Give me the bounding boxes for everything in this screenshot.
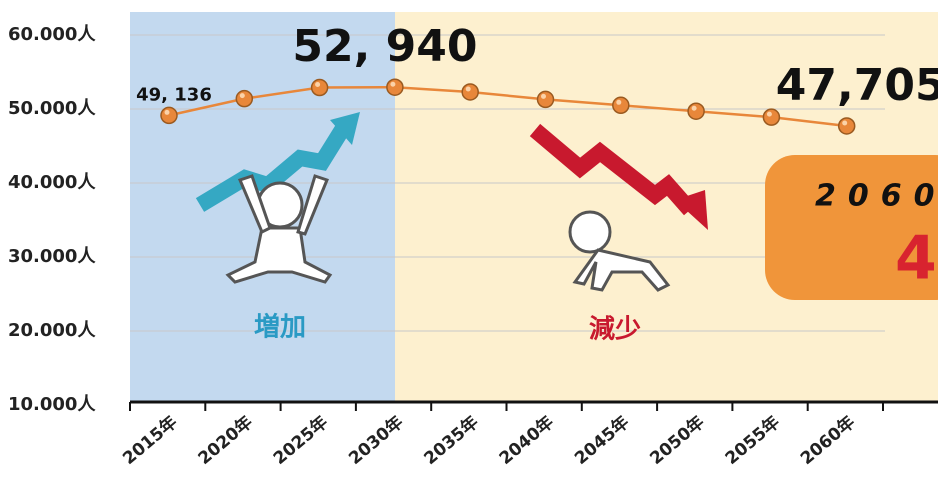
data-point [612, 96, 630, 115]
series-line [168, 85, 847, 128]
point-highlight [842, 120, 848, 126]
point-highlight [390, 81, 396, 87]
y-tick-label: 60.000人 [8, 24, 96, 45]
annotation: 4 [895, 224, 937, 294]
point-highlight [691, 105, 697, 111]
down-arrow-head [675, 190, 708, 230]
point-highlight [315, 82, 321, 88]
point-highlight [465, 86, 471, 92]
up-arrow-head [330, 112, 360, 145]
point-highlight [766, 111, 772, 117]
x-tick-label: 2050年 [646, 412, 709, 469]
down-arrow [529, 123, 697, 216]
data-point [386, 78, 404, 96]
data-point [536, 90, 555, 109]
data-label: 52, 940 [292, 21, 477, 72]
y-tick-label: 20.000人 [8, 320, 96, 341]
data-label: 47,705 [776, 60, 938, 111]
callout-box [765, 155, 938, 300]
data-point [687, 102, 705, 120]
point-highlight [541, 93, 546, 99]
y-tick-label: 10.000人 [8, 394, 96, 415]
data-point [762, 108, 781, 126]
x-tick-label: 2045年 [570, 412, 633, 469]
point-highlight [164, 109, 170, 115]
up-arrow [195, 120, 352, 212]
point-highlight [616, 99, 622, 105]
data-label: 49, 136 [136, 84, 212, 105]
x-tick-label: 2060年 [796, 412, 859, 469]
y-tick-label: 50.000人 [8, 98, 96, 119]
point-highlight [239, 93, 245, 99]
sad-figure [568, 210, 671, 292]
x-tick-label: 2025年 [269, 412, 332, 469]
data-point [160, 106, 178, 125]
x-tick-label: 2015年 [119, 412, 182, 469]
data-point [310, 78, 329, 97]
annotation: 減少 [589, 315, 641, 345]
y-tick-label: 40.000人 [8, 172, 96, 193]
annotation: 増加 [254, 313, 306, 343]
data-point [837, 117, 856, 135]
happy-figure [225, 174, 333, 284]
x-tick-label: 2030年 [345, 412, 408, 469]
x-tick-label: 2035年 [420, 412, 483, 469]
grid [130, 34, 885, 332]
data-point [461, 83, 479, 101]
x-tick-label: 2020年 [194, 412, 257, 469]
x-tick-label: 2055年 [721, 412, 784, 469]
x-tick-label: 2040年 [495, 412, 558, 469]
y-tick-label: 30.000人 [8, 246, 96, 267]
annotation: 2060 [815, 179, 938, 214]
data-point [235, 89, 254, 108]
